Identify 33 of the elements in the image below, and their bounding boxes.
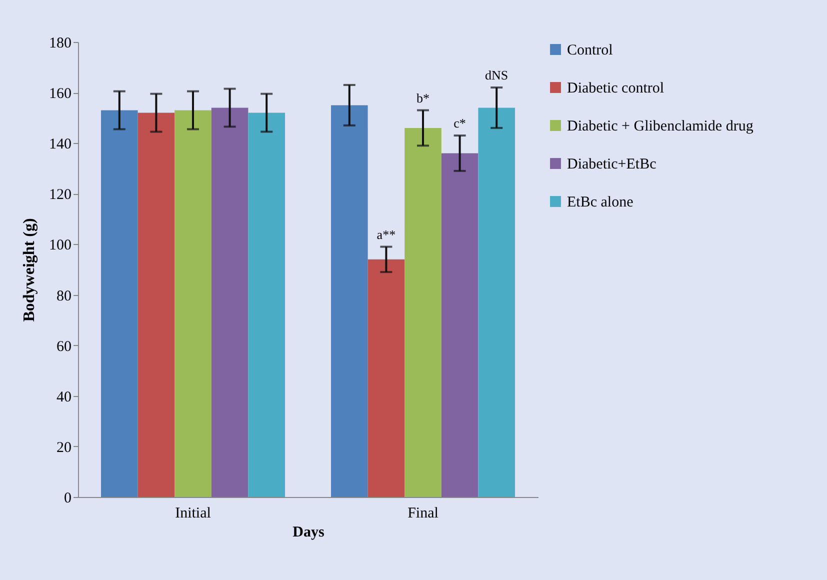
data-label: c* [454, 116, 466, 131]
data-label: dNS [485, 68, 508, 82]
y-tick-label: 60 [56, 338, 72, 355]
bar [478, 108, 515, 497]
bar [138, 112, 175, 497]
bar [174, 110, 212, 497]
y-tick-label: 120 [49, 187, 72, 204]
legend-label: Diabetic + Glibenclamide drug [567, 118, 754, 134]
x-axis-title: Days [292, 524, 324, 540]
y-tick-label: 160 [49, 86, 72, 102]
bar [331, 105, 368, 497]
y-tick-label: 180 [49, 36, 72, 52]
bar [441, 153, 478, 497]
bar [404, 128, 442, 497]
y-tick-label: 20 [56, 440, 72, 456]
legend-label: Control [567, 42, 613, 58]
y-tick-label: 100 [49, 238, 72, 254]
legend-label: Diabetic+EtBc [567, 156, 657, 172]
bar [101, 110, 138, 497]
bar [368, 259, 405, 497]
bar [248, 112, 285, 497]
data-label: a** [376, 226, 396, 242]
data-label: b* [416, 90, 430, 106]
legend-label: Diabetic control [567, 80, 664, 96]
x-tick-label: Final [408, 506, 438, 522]
y-tick-label: 140 [49, 136, 72, 153]
bar [211, 108, 248, 497]
y-axis-title: Bodyweight (g) [21, 218, 38, 322]
legend-label: EtBc alone [567, 194, 634, 210]
x-tick-label: Initial [175, 506, 211, 522]
y-tick-label: 40 [56, 389, 72, 406]
y-tick-label: 0 [64, 490, 72, 506]
y-tick-label: 80 [56, 288, 72, 304]
